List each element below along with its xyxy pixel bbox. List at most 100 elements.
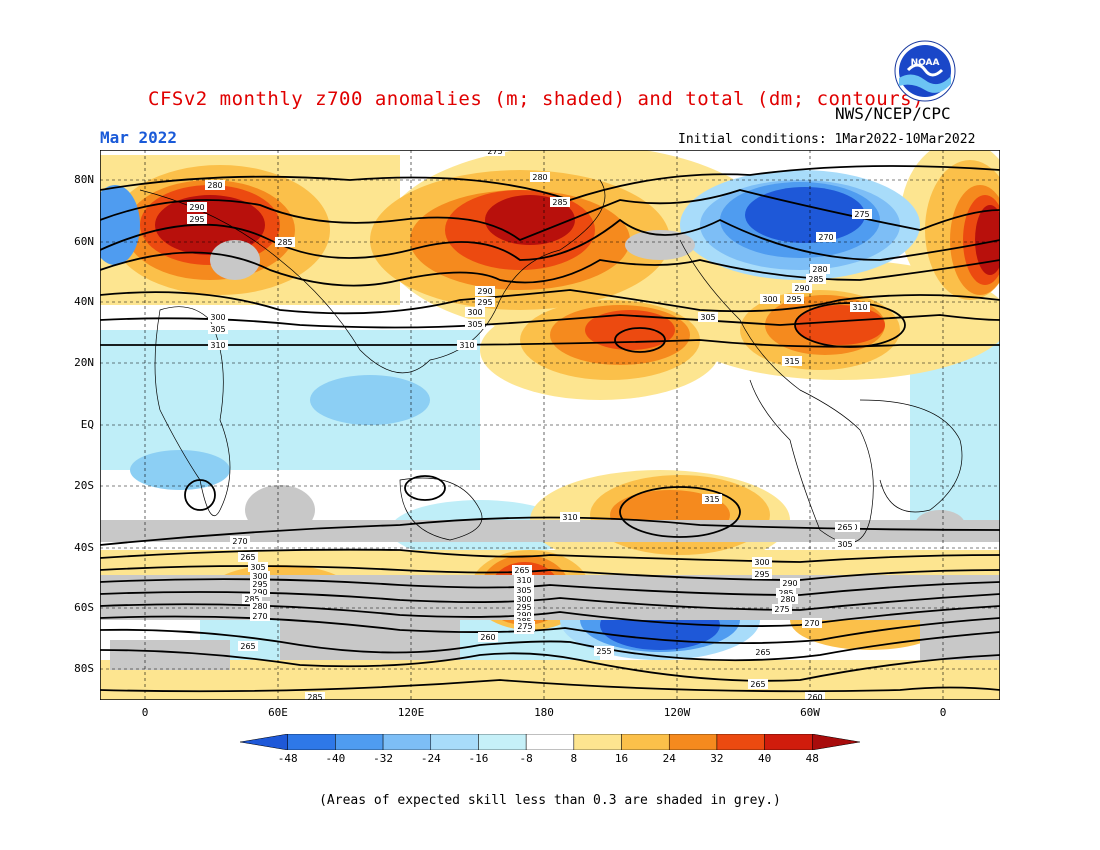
contour-label-box [514,585,534,595]
contour-label-box [550,197,570,207]
colorbar-tick-label: 16 [614,752,629,765]
contour-label-box [850,302,870,312]
contour-label: 310 [562,513,577,522]
contour-label: 270 [804,619,819,628]
contour-label: 305 [467,320,482,329]
contour-label-box [475,297,495,307]
contour-labels: 2752802902952853003053102802852902953003… [187,150,872,700]
y-axis-label: EQ [80,418,94,431]
contour-label-box [835,539,855,549]
colorbar-tick-label: -40 [325,752,346,765]
contour-label: 260 [480,633,495,642]
contour-label-box [457,340,477,350]
contour-label: 295 [189,215,204,224]
contour-label-box [238,641,258,651]
contour-label: 280 [252,602,267,611]
contour-label-box [250,611,270,621]
contour-label-box [250,579,270,589]
footnote: (Areas of expected skill less than 0.3 a… [319,793,781,808]
contour-label-box [250,587,270,597]
contour-label: 280 [207,181,222,190]
contour-label: 285 [244,595,259,604]
contour-label: 290 [794,284,809,293]
contour-label-box [772,604,792,614]
contour-label: 285 [277,238,292,247]
x-axis-label: 60E [268,706,288,719]
contour-label: 290 [189,203,204,212]
contour-label: 310 [852,303,867,312]
noaa-logo: NOAA [894,40,956,102]
colorbar-segment [335,734,384,750]
contour-label: 305 [516,586,531,595]
colorbar-tick-label: 40 [757,752,772,765]
contour-label: 275 [517,622,532,631]
contour-label: 260 [807,693,822,700]
contour-label-box [475,286,495,296]
contour-label-box [560,512,580,522]
contour-label-box [242,594,262,604]
contour-label: 310 [459,341,474,350]
colorbar-segment [573,734,622,750]
contour-label: 315 [704,495,719,504]
contour-label-box [478,632,498,642]
contour-label: 285 [778,589,793,598]
colorbar-segment [525,734,575,750]
contour-label: 295 [252,580,267,589]
colorbar-segment [240,734,288,750]
contour-label: 285 [808,275,823,284]
contour-label-box [514,594,534,604]
y-axis-label: 80N [74,173,94,186]
contour-label: 275 [854,210,869,219]
x-axis-label: 120E [397,706,425,719]
contour-label: 300 [762,295,777,304]
anomaly-map: 2752802902952853003053102802852902953003… [100,150,1000,700]
org-label: NWS/NCEP/CPC [835,104,951,123]
contour-label-box [748,679,768,689]
contour-label-box [698,312,718,322]
x-axis-label: 0 [939,706,947,719]
contour-label: 280 [780,595,795,604]
contour-label: 310 [516,576,531,585]
date-label: Mar 2022 [100,128,178,147]
contour-label-box [205,180,225,190]
contour-label: 290 [516,611,531,620]
contour-label-box [465,307,485,317]
contour-label-box [208,340,228,350]
contour-label-box [512,565,532,575]
contour-label-box [776,588,796,598]
contour-label: 265 [240,642,255,651]
colorbar-tick-label: -32 [373,752,393,765]
y-axis-label: 20N [74,356,94,369]
initial-conditions: Initial conditions: 1Mar2022-10Mar2022 [678,132,976,147]
contour-label: 305 [700,313,715,322]
y-axis-label: 80S [74,662,94,675]
contour-label-box [275,237,295,247]
contour-label: 290 [782,579,797,588]
contour-label-box [230,536,250,546]
contour-label: 300 [516,595,531,604]
colorbar-segment [668,734,718,750]
colorbar-tick-label: 8 [570,752,578,765]
contour-label-box [250,571,270,581]
contour-label-box [238,552,258,562]
contour-label: 300 [467,308,482,317]
contour-label: 285 [307,693,322,700]
contour-label: 255 [596,647,611,656]
colorbar-segment [764,734,813,750]
contour-label-box [514,602,534,612]
coastlines [139,179,963,544]
contour-label: 275 [774,605,789,614]
contour-label-box [250,601,270,611]
contour-label: 265 [750,680,765,689]
contour-label: 280 [812,265,827,274]
colorbar-tick-label: -16 [468,752,489,765]
contour-label-box [530,172,550,182]
contour-label-box [514,610,534,620]
contour-label-box [305,692,325,700]
contour-label-box [594,646,614,656]
contour-label-box [702,494,722,504]
contour-label: 295 [754,570,769,579]
contour-label: 265 [240,553,255,562]
contour-label-box [248,562,268,572]
y-axis-label: 60N [74,235,94,248]
